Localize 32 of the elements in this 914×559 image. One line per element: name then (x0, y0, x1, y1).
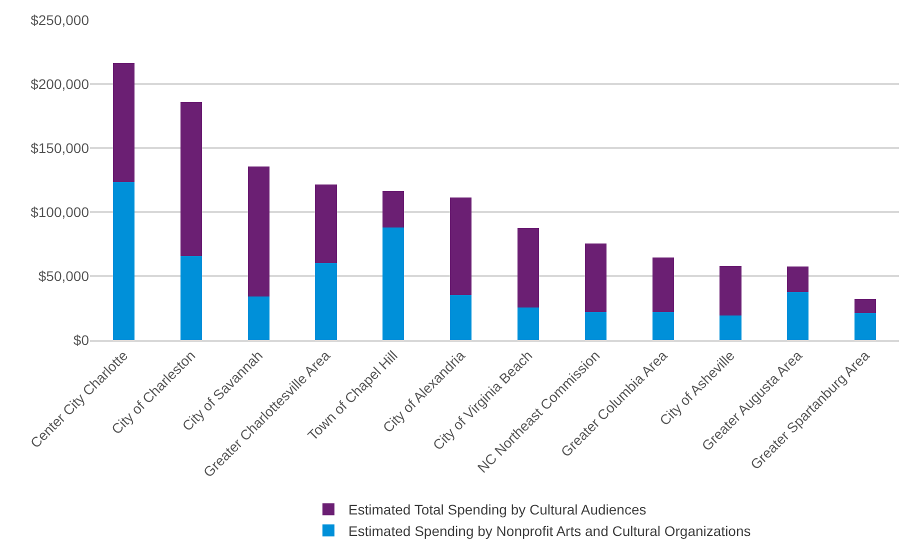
bar (584, 243, 606, 312)
bar (382, 227, 404, 340)
bar (720, 266, 742, 316)
y-tick-label: $50,000 (38, 268, 90, 284)
legend-label: Estimated Total Spending by Cultural Audiences (348, 502, 646, 518)
bar (248, 166, 270, 296)
bar (112, 62, 134, 182)
bar (382, 190, 404, 228)
bar (787, 266, 809, 292)
bar (180, 256, 202, 340)
y-tick-label: $250,000 (30, 12, 90, 28)
legend-label: Estimated Spending by Nonprofit Arts and Cultural Organizations (348, 522, 751, 539)
y-tick-label: $200,000 (30, 76, 90, 92)
bar (584, 312, 606, 340)
bar (180, 102, 202, 256)
bar (854, 313, 876, 340)
bar (450, 295, 472, 340)
bar (787, 292, 809, 340)
bar (517, 307, 539, 340)
y-tick-label: $0 (73, 332, 90, 348)
bar (854, 299, 876, 314)
bar (517, 228, 539, 308)
bar (315, 184, 337, 264)
bar (652, 257, 674, 312)
bar (248, 296, 270, 340)
bar (112, 182, 134, 340)
bar (720, 316, 742, 340)
bar (315, 263, 337, 340)
bar (652, 312, 674, 340)
y-tick-label: $100,000 (30, 204, 90, 220)
y-tick-label: $150,000 (30, 140, 90, 156)
bar (450, 197, 472, 296)
